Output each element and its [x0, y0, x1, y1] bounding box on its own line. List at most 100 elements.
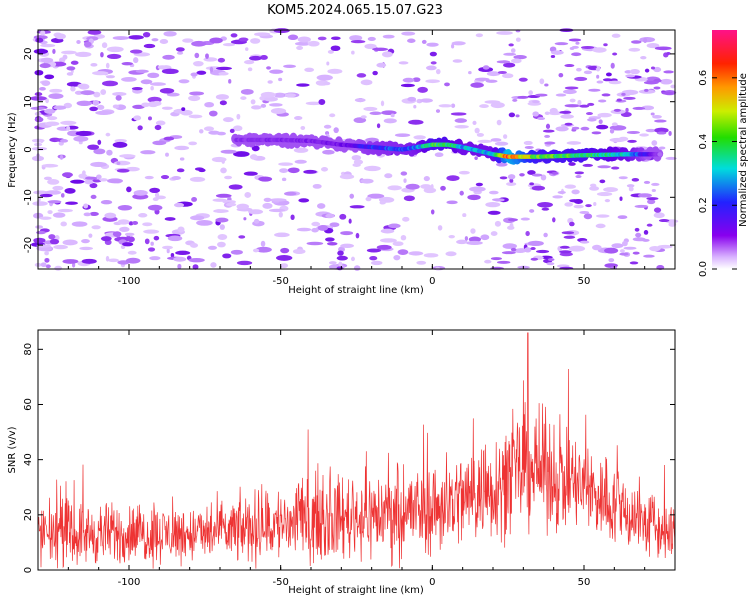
noise-blob [665, 156, 677, 160]
noise-blob [150, 86, 154, 91]
noise-blob [486, 71, 501, 77]
noise-blob [219, 100, 227, 106]
noise-blob [49, 88, 63, 93]
noise-blob [520, 217, 531, 221]
noise-blob [128, 35, 144, 40]
noise-blob [626, 130, 640, 134]
noise-blob [35, 230, 46, 235]
noise-blob [397, 249, 409, 255]
noise-blob [337, 250, 344, 256]
noise-blob [596, 124, 609, 130]
noise-blob [293, 147, 309, 153]
noise-blob [640, 55, 647, 60]
noise-blob [596, 74, 600, 79]
noise-blob [39, 87, 46, 91]
noise-blob [601, 93, 611, 97]
noise-blob [33, 48, 49, 55]
noise-blob [150, 241, 154, 246]
noise-blob [84, 179, 94, 185]
noise-blob [490, 231, 498, 236]
noise-blob [650, 112, 655, 116]
noise-blob [413, 135, 426, 140]
noise-blob [305, 101, 322, 106]
noise-blob [287, 34, 299, 41]
noise-blob [163, 31, 177, 37]
noise-blob [116, 168, 130, 173]
noise-blob [340, 231, 354, 236]
noise-blob [617, 215, 628, 220]
noise-blob [539, 78, 545, 85]
noise-blob [323, 124, 332, 129]
noise-blob [421, 39, 427, 44]
noise-blob [192, 264, 199, 270]
noise-blob [650, 66, 656, 70]
noise-blob [173, 256, 187, 262]
noise-blob [132, 221, 139, 226]
noise-blob [312, 183, 322, 189]
noise-blob [127, 250, 137, 255]
noise-blob [511, 58, 522, 64]
spectrogram-x-axis-label: Height of straight line (km) [288, 285, 424, 296]
noise-blob [585, 204, 592, 208]
snr-x-tick-label: -100 [118, 577, 141, 588]
noise-blob [499, 176, 508, 180]
noise-blob [106, 46, 124, 53]
noise-blob [100, 51, 104, 58]
noise-blob [459, 190, 464, 196]
noise-blob [54, 33, 66, 40]
noise-blob [392, 241, 404, 247]
noise-blob [44, 121, 60, 127]
noise-blob [326, 242, 338, 246]
noise-blob [260, 240, 266, 247]
noise-blob [438, 104, 453, 108]
noise-blob [154, 192, 160, 198]
noise-blob [215, 94, 229, 100]
noise-blob [91, 225, 101, 230]
noise-blob [171, 175, 182, 181]
noise-blob [623, 246, 637, 250]
noise-blob [39, 63, 51, 69]
colorbar-label: Normalized spectral amplitude [738, 73, 749, 227]
noise-blob [643, 254, 655, 258]
noise-blob [89, 106, 98, 112]
noise-blob [60, 193, 65, 198]
snr-x-tick-label: 0 [429, 577, 435, 588]
noise-blob [79, 246, 93, 251]
noise-blob [552, 195, 563, 199]
noise-blob [419, 98, 433, 103]
noise-blob [276, 254, 293, 261]
noise-blob [416, 260, 427, 265]
noise-blob [260, 103, 267, 108]
noise-blob [639, 133, 649, 137]
noise-blob [571, 126, 580, 130]
noise-blob [451, 103, 456, 108]
noise-blob [77, 83, 86, 89]
noise-blob [269, 69, 284, 74]
noise-blob [380, 100, 385, 107]
noise-blob [159, 38, 169, 45]
noise-blob [452, 59, 463, 63]
noise-blob [280, 247, 290, 254]
noise-blob [124, 232, 135, 237]
noise-blob [622, 240, 628, 247]
noise-blob [470, 82, 484, 88]
noise-blob [551, 50, 564, 55]
noise-blob [142, 222, 153, 227]
noise-blob [298, 198, 310, 203]
noise-blob [268, 208, 286, 213]
noise-blob [255, 246, 272, 253]
noise-blob [635, 232, 642, 238]
noise-blob [240, 96, 247, 100]
noise-blob [547, 258, 555, 262]
noise-blob [100, 200, 113, 205]
noise-blob [112, 231, 122, 237]
noise-blob [320, 167, 329, 172]
noise-blob [176, 51, 184, 55]
noise-blob [181, 107, 186, 111]
noise-blob [595, 65, 601, 72]
noise-blob [536, 249, 550, 254]
noise-blob [318, 99, 326, 105]
noise-blob [41, 80, 51, 86]
noise-blob [351, 50, 355, 55]
noise-blob [654, 119, 667, 123]
